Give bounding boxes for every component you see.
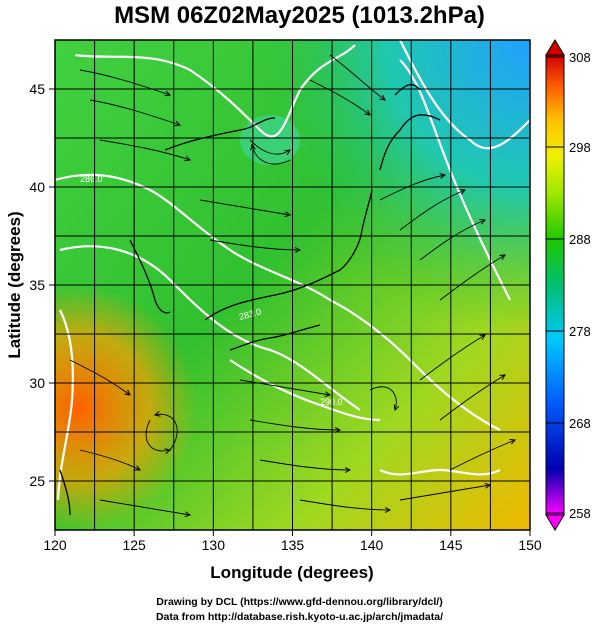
colorbar: 308 298 288 278 268 258 [545,39,591,531]
x-tick-label: 145 [439,537,463,553]
x-tick-label: 140 [360,537,384,553]
colorbar-tick-label: 278 [569,324,591,339]
x-tick-label: 125 [122,537,146,553]
colorbar-tick-label: 258 [569,506,591,521]
map-title: MSM 06Z02May2025 (1013.2hPa) [114,2,485,29]
x-axis-label: Longitude (degrees) [210,563,373,582]
colorbar-gradient [545,54,565,516]
credit-data: Data from http://database.rish.kyoto-u.a… [155,611,444,623]
colorbar-tick-label: 298 [569,140,591,155]
x-tick-label: 135 [281,537,305,553]
colorbar-tick-label: 308 [569,50,591,65]
x-tick-label: 150 [518,537,542,553]
contour-label: 286.0 [80,174,103,184]
colorbar-max-arrow [545,39,565,56]
x-tick-label: 130 [202,537,226,553]
y-tick-label: 40 [29,179,45,195]
colorbar-tick-label: 268 [569,416,591,431]
contour-label: 290.0 [320,397,343,407]
y-tick-label: 45 [29,81,45,97]
y-tick-label: 35 [29,277,45,293]
wind-streamlines [69,54,515,515]
colorbar-tick-label: 288 [569,232,591,247]
colorbar-min-arrow [545,514,565,531]
x-tick-label: 120 [43,537,67,553]
credit-drawing: Drawing by DCL (https://www.gfd-dennou.o… [156,596,443,608]
y-axis-label: Latitude (degrees) [5,211,24,358]
y-tick-label: 30 [29,375,45,391]
y-tick-label: 25 [29,473,45,489]
y-axis-ticks: 25 30 35 40 45 [29,81,55,489]
x-axis-ticks: 120 125 130 135 140 145 150 [43,530,542,553]
coastlines [59,83,441,516]
